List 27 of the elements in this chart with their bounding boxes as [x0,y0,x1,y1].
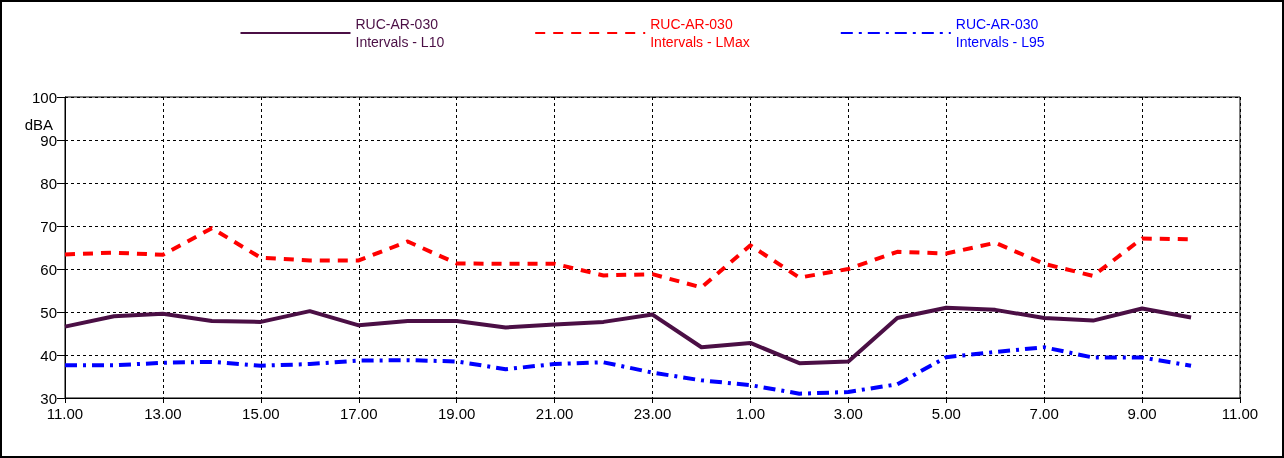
y-tick-label: 60 [40,260,57,278]
y-tick-label: 50 [40,303,57,321]
line-series [63,345,1194,396]
y-axis-title: dBA [24,116,53,133]
x-tick-label: 17.00 [339,405,378,422]
line-series [63,305,1194,366]
x-tick-label: 11.00 [1221,405,1259,422]
x-tick-label: 7.00 [1029,405,1059,422]
y-tick-label: 90 [40,131,57,149]
y-tick-label: 100 [31,88,57,106]
x-tick-label: 23.00 [633,405,672,422]
x-tick-label: 1.00 [735,405,766,422]
x-tick-label: 19.00 [437,405,476,422]
y-tick-label: 80 [40,174,57,192]
x-tick-label: 9.00 [1127,405,1157,422]
y-tick-label: 70 [40,217,57,235]
x-tick-label: 3.00 [833,405,863,422]
text: RUC-AR-030 Intervals - LMax [650,16,750,50]
x-tick-label: 15.00 [242,405,280,422]
y-tick-label: 30 [40,389,57,407]
text: RUC-AR-030 Intervals - L95 [955,16,1045,50]
x-tick-label: 21.00 [535,405,574,422]
x-tick-label: 13.00 [144,405,182,422]
y-tick-label: 40 [40,346,57,364]
text: RUC-AR-030 Intervals - L10 [355,16,445,50]
x-tick-label: 11.00 [46,405,84,422]
x-tick-label: 5.00 [931,405,961,422]
